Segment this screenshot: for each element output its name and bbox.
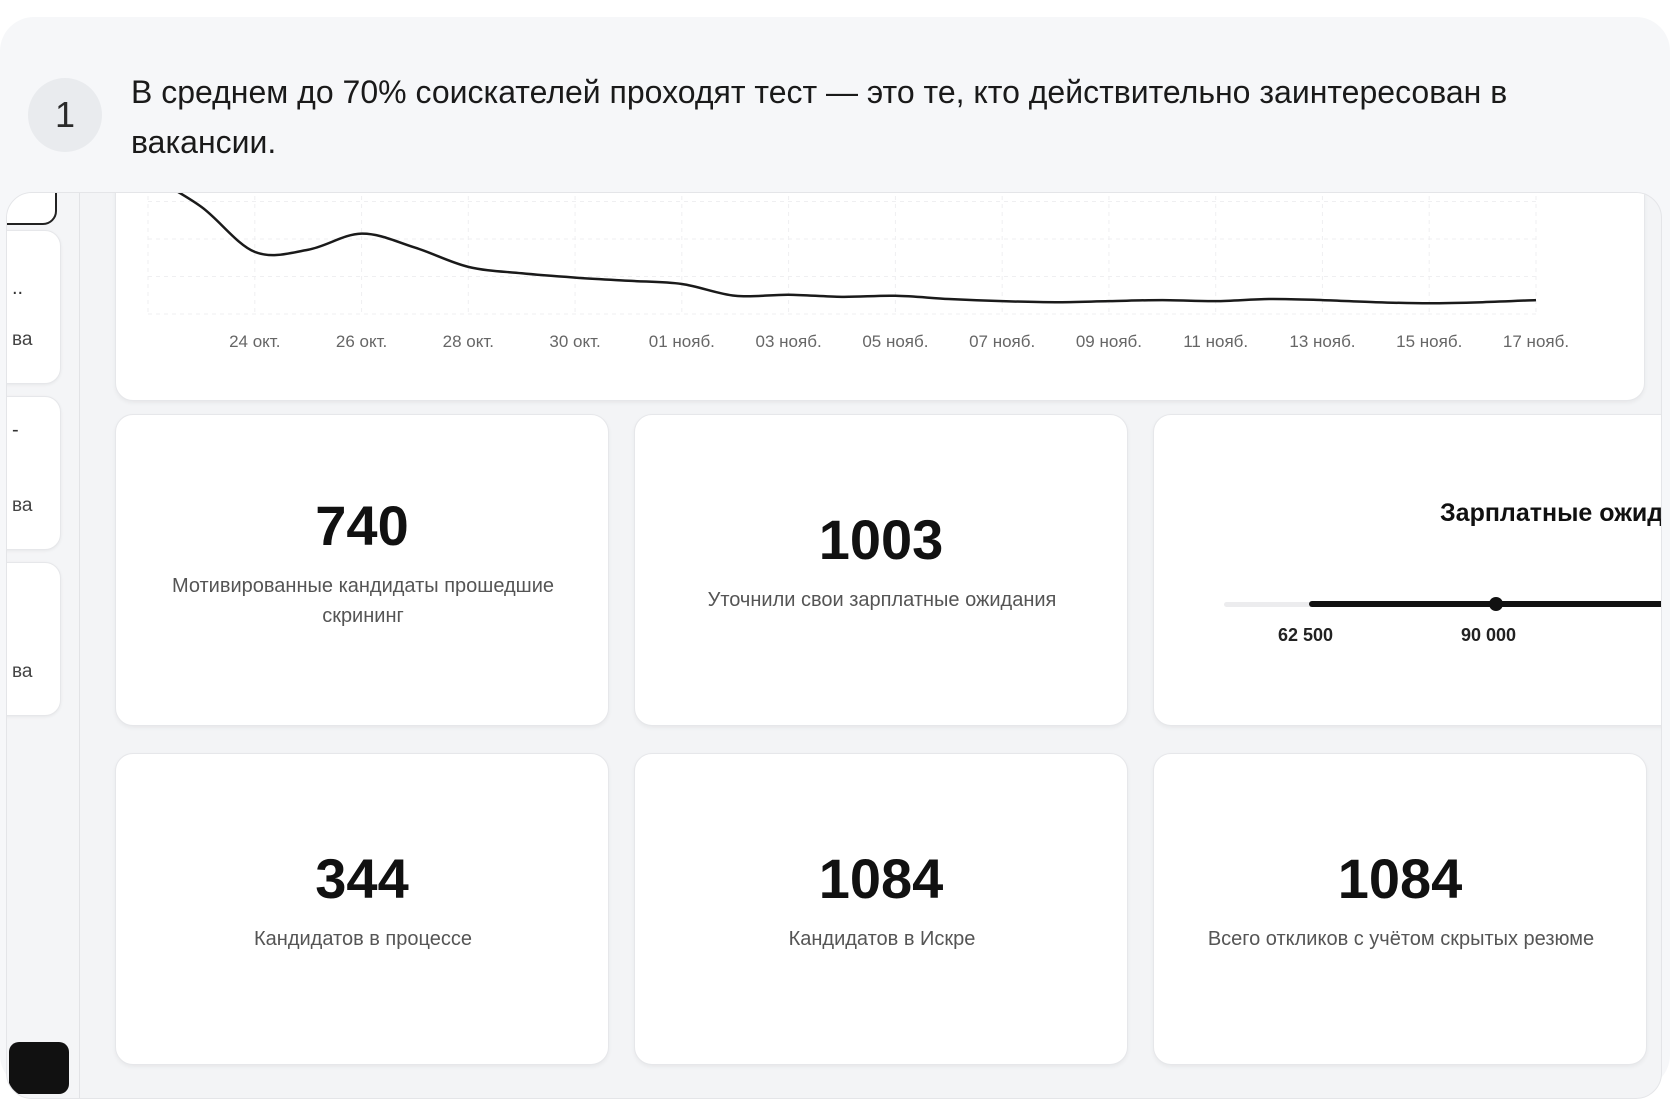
salary-range-fill: [1309, 601, 1661, 607]
chart-x-tick-label: 01 нояб.: [649, 332, 715, 351]
sidebar: .. ва - ва ва: [7, 193, 80, 1098]
chart-x-tick-label: 26 окт.: [336, 332, 387, 351]
sidebar-card-text: -: [12, 419, 19, 441]
chart-x-tick-label: 15 нояб.: [1396, 332, 1462, 351]
stat-card-motivated: 740 Мотивированные кандидаты прошедшие с…: [115, 414, 609, 726]
stat-card-in-process: 344 Кандидатов в процессе: [115, 753, 609, 1065]
stat-label: Всего откликов с учётом скрытых резюме: [1207, 928, 1595, 950]
chart-x-tick-label: 24 окт.: [229, 332, 280, 351]
stat-label: Кандидатов в Искре: [788, 928, 976, 950]
salary-expectations-card: Зарплатные ожида 62 500 90 000: [1153, 414, 1662, 726]
dashboard-screenshot: .. ва - ва ва 24 окт. 26 окт. 28 окт. 30 ок…: [6, 192, 1662, 1099]
chart-x-tick-label: 11 нояб.: [1183, 332, 1248, 351]
stat-value: 344: [315, 847, 409, 910]
chart-x-tick-label: 07 нояб.: [969, 332, 1035, 351]
chart-x-tick-label: 13 нояб.: [1289, 332, 1355, 351]
sidebar-card[interactable]: .. ва: [7, 230, 61, 384]
chart-x-tick-label: 09 нояб.: [1076, 332, 1142, 351]
stat-card-in-iskra: 1084 Кандидатов в Искре: [634, 753, 1128, 1065]
chart-x-tick-label: 28 окт.: [443, 332, 494, 351]
salary-min-label: 62 500: [1278, 625, 1334, 645]
responses-line-chart: 24 окт. 26 окт. 28 окт. 30 окт. 01 нояб. 03 н…: [147, 193, 1569, 351]
sidebar-card[interactable]: ва: [7, 562, 61, 716]
stat-value: 1003: [818, 508, 944, 571]
sidebar-card-label: ва: [12, 495, 33, 516]
stat-label: Кандидатов в процессе: [254, 928, 472, 950]
stat-value: 1084: [1337, 847, 1463, 910]
stat-label: Мотивированные кандидаты прошедшие скрин…: [171, 575, 555, 627]
step-frame: 1 В среднем до 70% соискателей проходят …: [0, 17, 1670, 1099]
sidebar-card-text: ..: [12, 277, 24, 299]
step-caption: В среднем до 70% соискателей проходят те…: [131, 74, 1508, 160]
sidebar-card[interactable]: - ва: [7, 396, 61, 550]
responses-chart-card: 24 окт. 26 окт. 28 окт. 30 окт. 01 нояб. 03 н…: [115, 193, 1645, 401]
stat-value: 1084: [818, 847, 944, 910]
sidebar-card-label: ва: [12, 661, 33, 682]
chart-series-line: [177, 193, 1537, 305]
chart-x-tick-label: 17 нояб.: [1503, 332, 1569, 351]
stat-value: 740: [315, 494, 409, 557]
stat-card-salary-specified: 1003 Уточнили свои зарплатные ожидания: [634, 414, 1128, 726]
sidebar-card-label: ва: [12, 329, 33, 350]
salary-median-marker: [1489, 597, 1503, 611]
chart-x-tick-label: 05 нояб.: [862, 332, 928, 351]
chart-x-tick-label: 30 окт.: [549, 332, 600, 351]
stat-card-total-responses: 1084 Всего откликов с учётом скрытых рез…: [1153, 753, 1647, 1065]
chart-x-tick-label: 03 нояб.: [756, 332, 822, 351]
step-number-badge: 1: [28, 78, 102, 152]
salary-title: Зарплатные ожида: [1440, 499, 1662, 527]
stat-label: Уточнили свои зарплатные ожидания: [707, 589, 1057, 611]
sidebar-action-button[interactable]: [9, 1042, 69, 1094]
salary-median-label: 90 000: [1461, 625, 1517, 645]
sidebar-tab[interactable]: [7, 193, 57, 225]
